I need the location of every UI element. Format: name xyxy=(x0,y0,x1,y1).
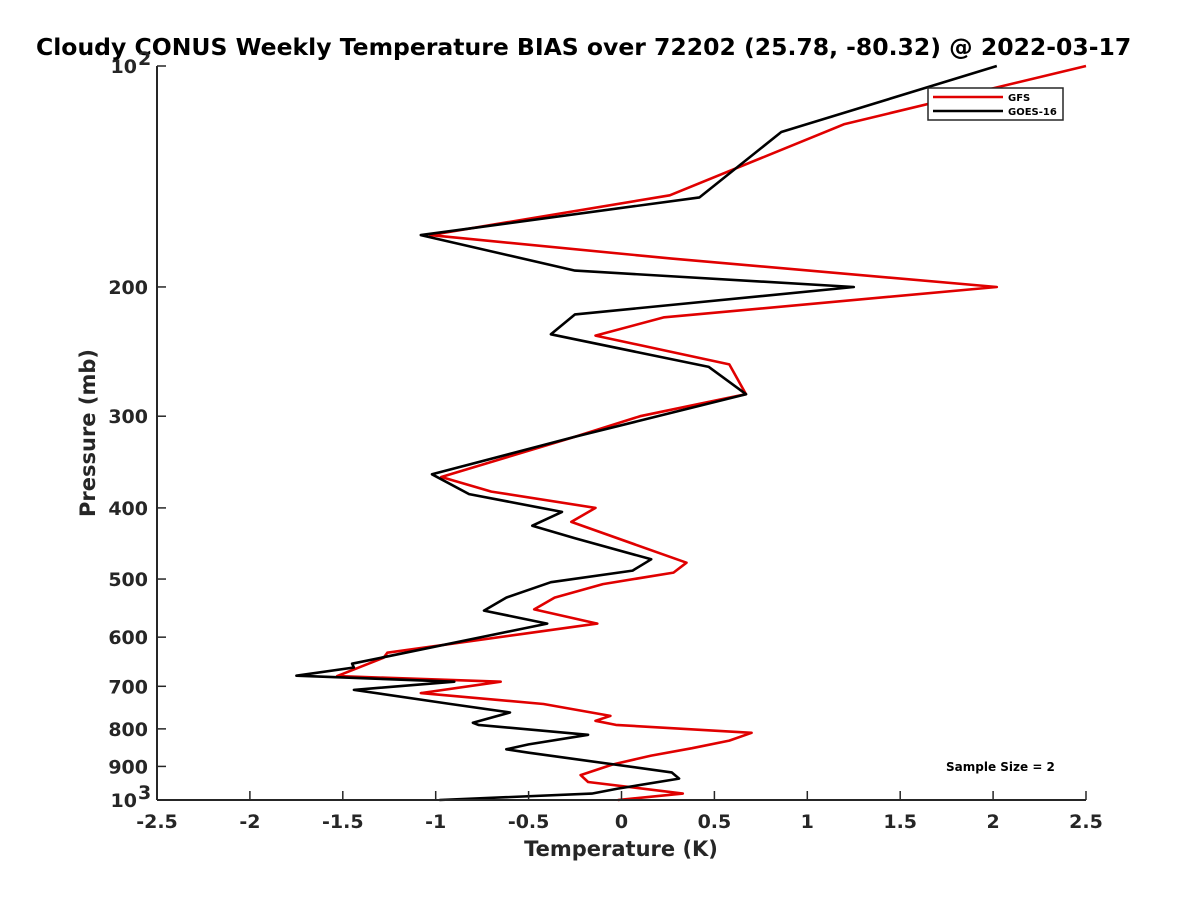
x-tick-label: -0.5 xyxy=(508,811,550,833)
y-tick-label: 10 xyxy=(111,56,137,78)
y-tick-label: 600 xyxy=(108,627,148,649)
y-tick-exponent: 2 xyxy=(138,48,151,70)
series-line-goes16 xyxy=(295,64,998,802)
y-tick-label: 800 xyxy=(108,719,148,741)
legend-box xyxy=(927,87,1064,121)
y-tick-label: 300 xyxy=(108,406,148,428)
x-axis-label: Temperature (K) xyxy=(524,837,718,861)
x-tick-label: 1.5 xyxy=(883,811,917,833)
y-tick-label: 900 xyxy=(108,756,148,778)
y-tick-label: 700 xyxy=(108,676,148,698)
legend-label-gfs: GFS xyxy=(1008,93,1030,104)
y-tick-label: 500 xyxy=(108,569,148,591)
legend: GFS GOES-16 xyxy=(927,87,1064,121)
x-tick-label: 2 xyxy=(986,811,999,833)
legend-label-goes16: GOES-16 xyxy=(1008,107,1057,118)
y-tick-label: 10 xyxy=(111,790,137,812)
x-tick-label: -1.5 xyxy=(322,811,364,833)
y-tick-label: 200 xyxy=(108,277,148,299)
y-tick-label: 400 xyxy=(108,498,148,520)
x-tick-label: 1 xyxy=(801,811,814,833)
x-tick-label: -2.5 xyxy=(136,811,178,833)
x-ticks: -2.5 -2 -1.5 -1 -0.5 0 0.5 1 1.5 2 2.5 xyxy=(136,791,1103,833)
x-tick-label: -2 xyxy=(239,811,260,833)
x-tick-label: -1 xyxy=(425,811,446,833)
x-tick-label: 0.5 xyxy=(698,811,732,833)
series-layer xyxy=(295,64,1087,802)
sample-size-annotation: Sample Size = 2 xyxy=(946,760,1055,774)
x-tick-label: 2.5 xyxy=(1069,811,1103,833)
chart-title: Cloudy CONUS Weekly Temperature BIAS ove… xyxy=(36,33,1131,61)
y-axis-label: Pressure (mb) xyxy=(76,349,100,517)
x-tick-label: 0 xyxy=(615,811,628,833)
axes xyxy=(156,66,1086,801)
y-tick-exponent: 3 xyxy=(138,782,151,804)
series-line-gfs xyxy=(335,64,1087,802)
